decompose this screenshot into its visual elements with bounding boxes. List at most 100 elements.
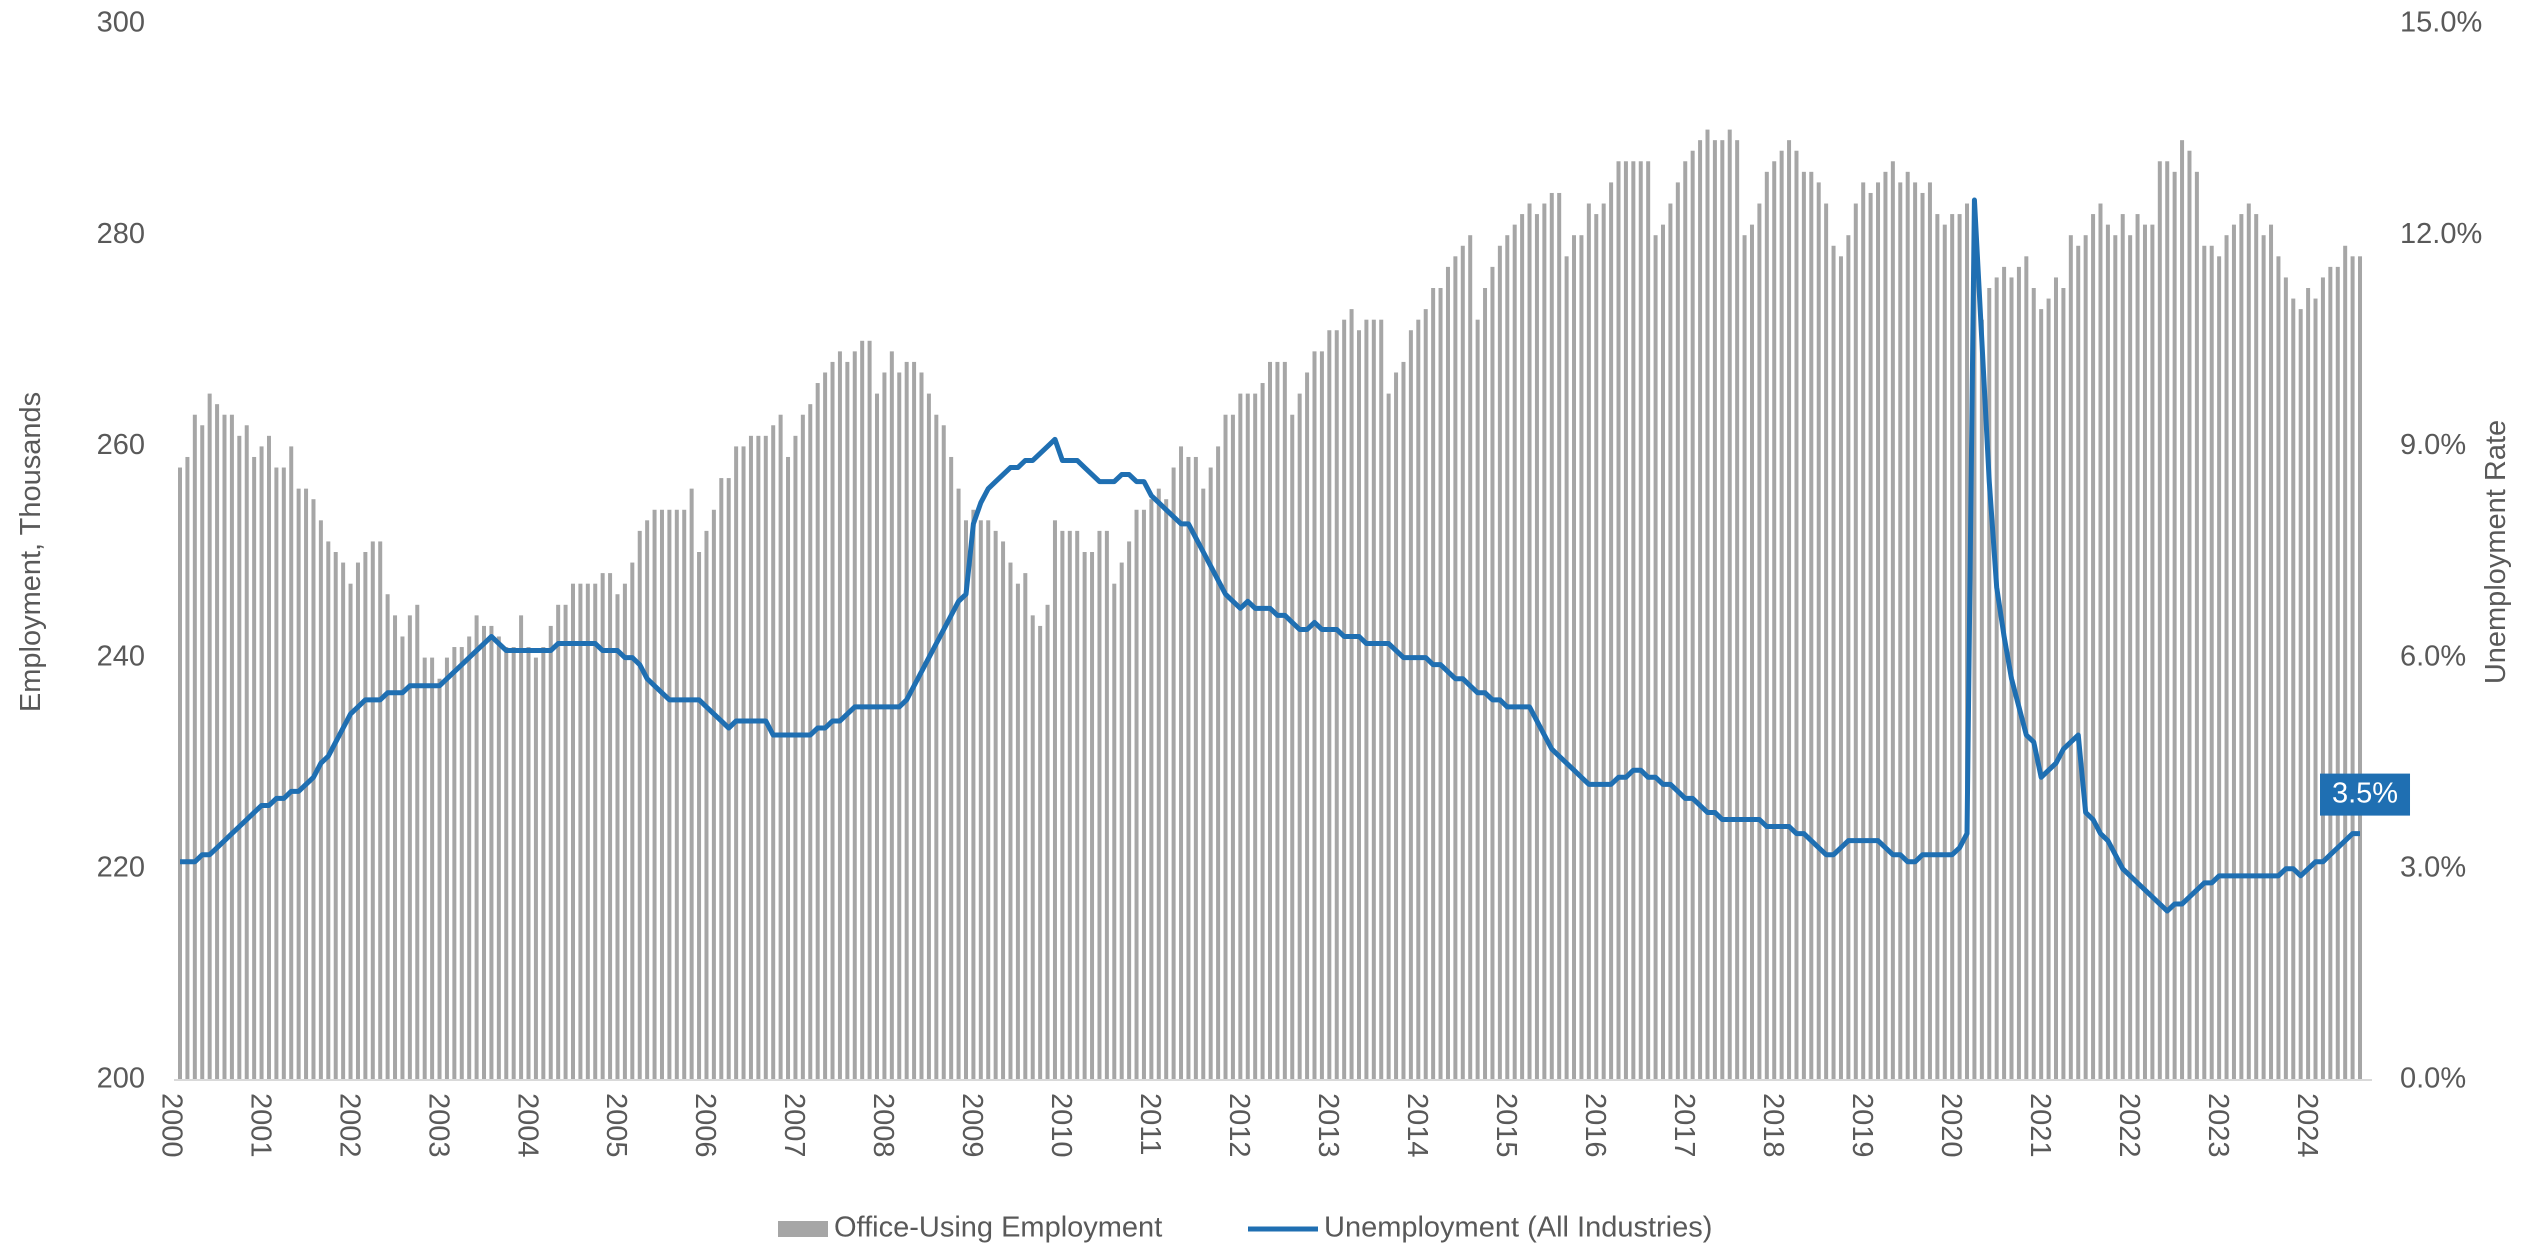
bar xyxy=(2031,288,2036,1080)
bar xyxy=(296,488,301,1080)
bar xyxy=(1557,192,1562,1080)
bar xyxy=(1401,361,1406,1080)
bar xyxy=(771,425,776,1080)
bar xyxy=(2261,235,2266,1080)
bar xyxy=(1141,509,1146,1080)
bar xyxy=(281,467,286,1080)
bar xyxy=(2328,266,2333,1080)
bar xyxy=(1349,309,1354,1080)
bar xyxy=(1497,245,1502,1080)
bar xyxy=(1594,214,1599,1080)
bar xyxy=(1475,319,1480,1080)
bar xyxy=(1727,129,1732,1081)
bar xyxy=(1364,319,1369,1080)
bar xyxy=(1230,414,1235,1081)
bar xyxy=(1460,245,1465,1080)
y-tick-label: 240 xyxy=(97,640,145,672)
bar xyxy=(1890,161,1895,1080)
bar xyxy=(1720,140,1725,1080)
bar xyxy=(2343,245,2348,1080)
x-tick-label: 2012 xyxy=(1223,1093,1255,1158)
bar xyxy=(1905,171,1910,1081)
bar xyxy=(645,520,650,1080)
bar xyxy=(875,393,880,1081)
bar xyxy=(1876,182,1881,1080)
bar xyxy=(1698,140,1703,1080)
bar xyxy=(2187,150,2192,1081)
bar xyxy=(1572,235,1577,1080)
bar xyxy=(793,435,798,1081)
bar xyxy=(2313,298,2318,1080)
bar xyxy=(1075,530,1080,1080)
bar xyxy=(1008,562,1013,1080)
bar xyxy=(904,361,909,1080)
x-tick-label: 2011 xyxy=(1134,1093,1166,1155)
line-layer xyxy=(180,197,2361,914)
bar xyxy=(2231,224,2236,1080)
x-tick-label: 2009 xyxy=(956,1093,988,1158)
bar xyxy=(400,636,405,1080)
x-tick-label: 2008 xyxy=(867,1093,899,1158)
bar xyxy=(563,604,568,1080)
bar xyxy=(222,414,227,1081)
bar xyxy=(1809,171,1814,1081)
bar xyxy=(533,657,538,1080)
bar xyxy=(1653,235,1658,1080)
bar xyxy=(1831,245,1836,1080)
bar xyxy=(1186,456,1191,1081)
bar xyxy=(1394,372,1399,1081)
bar xyxy=(578,583,583,1080)
bar xyxy=(2128,235,2133,1080)
x-tick-label: 2003 xyxy=(422,1093,454,1158)
bar xyxy=(1816,182,1821,1080)
bar xyxy=(882,372,887,1081)
bar xyxy=(311,499,316,1080)
bar xyxy=(504,647,509,1080)
bar xyxy=(704,530,709,1080)
bar xyxy=(2350,256,2355,1080)
bar xyxy=(1675,182,1680,1080)
bar xyxy=(1534,214,1539,1080)
bar xyxy=(2142,224,2147,1080)
bar xyxy=(2046,298,2051,1080)
x-tick-label: 2005 xyxy=(600,1093,632,1158)
bar xyxy=(2083,235,2088,1080)
bar xyxy=(941,425,946,1080)
x-tick-label: 2024 xyxy=(2291,1093,2323,1158)
x-tick-label: 2022 xyxy=(2113,1093,2145,1158)
bar xyxy=(1505,235,1510,1080)
bar xyxy=(1586,203,1591,1080)
x-tick-label: 2018 xyxy=(1757,1093,1789,1158)
bar xyxy=(1082,552,1087,1080)
bar xyxy=(1334,330,1339,1080)
bar xyxy=(2068,235,2073,1080)
bar xyxy=(815,383,820,1080)
bar xyxy=(2061,288,2066,1080)
bar xyxy=(889,351,894,1080)
bar xyxy=(2224,235,2229,1080)
bar xyxy=(1764,171,1769,1081)
bar xyxy=(1312,351,1317,1080)
bar xyxy=(1045,604,1050,1080)
bar xyxy=(1512,224,1517,1080)
bar xyxy=(1542,203,1547,1080)
bar xyxy=(452,647,457,1080)
y-tick-label: 220 xyxy=(97,851,145,883)
bar xyxy=(763,435,768,1081)
bar xyxy=(556,604,561,1080)
y2-tick-label: 15.0% xyxy=(2400,7,2482,39)
bar xyxy=(1787,140,1792,1080)
y2-tick-label: 12.0% xyxy=(2400,218,2482,250)
bar xyxy=(741,446,746,1080)
bar xyxy=(1408,330,1413,1080)
x-tick-label: 2021 xyxy=(2024,1093,2056,1158)
bar xyxy=(2053,277,2058,1080)
bar xyxy=(1868,192,1873,1080)
bar xyxy=(1290,414,1295,1081)
bar xyxy=(2306,288,2311,1080)
bar xyxy=(608,573,613,1080)
bar xyxy=(1520,214,1525,1080)
bar xyxy=(2016,266,2021,1080)
bar xyxy=(1223,414,1228,1081)
bar xyxy=(415,604,420,1080)
